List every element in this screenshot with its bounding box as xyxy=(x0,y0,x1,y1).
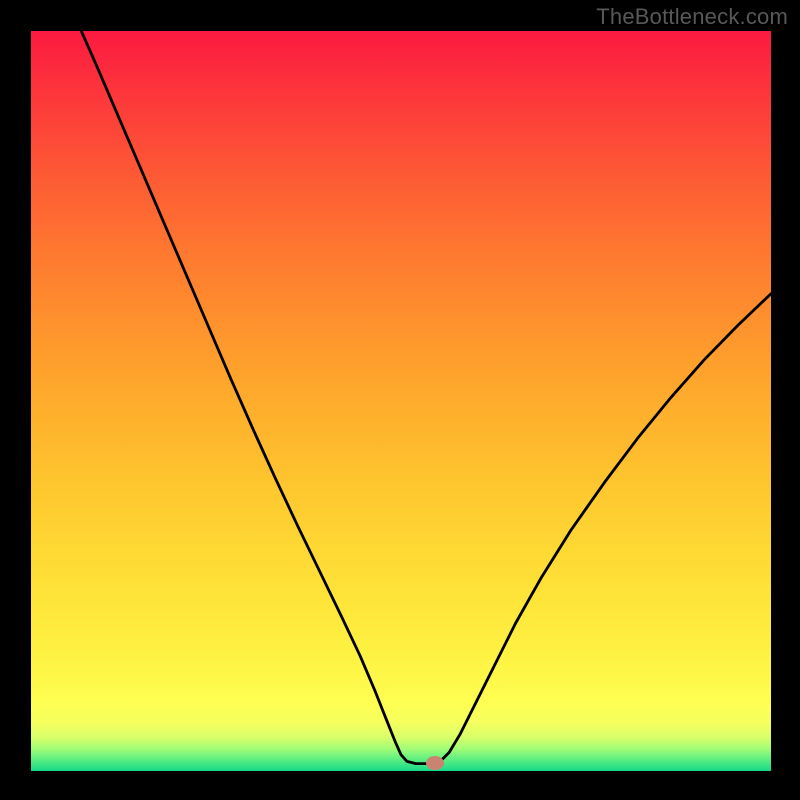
bottleneck-curve xyxy=(81,31,771,764)
current-point-marker xyxy=(426,756,444,770)
chart-container: TheBottleneck.com xyxy=(0,0,800,800)
watermark-text: TheBottleneck.com xyxy=(596,4,788,30)
curve-layer xyxy=(31,31,771,771)
plot-area xyxy=(31,31,771,771)
